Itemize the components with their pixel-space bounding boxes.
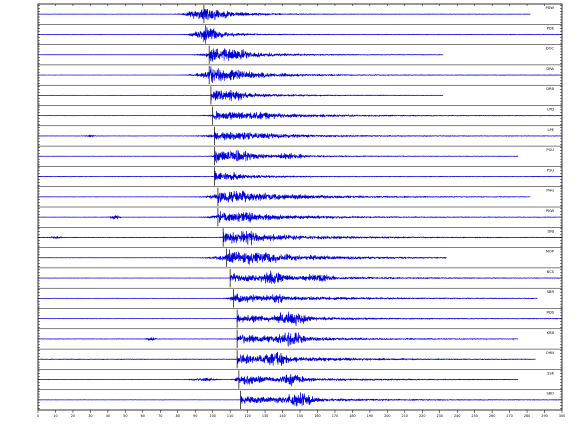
x-tick-label: 290 xyxy=(541,414,547,418)
waveform-trace xyxy=(37,270,562,284)
waveform-trace xyxy=(37,89,444,102)
x-tick-label: 150 xyxy=(297,414,303,418)
station-label: LPD xyxy=(547,108,554,112)
waveform-trace xyxy=(37,311,562,326)
x-tick-label: 110 xyxy=(227,414,233,418)
station-label: SSK xyxy=(547,371,555,375)
trace-layer xyxy=(37,5,563,409)
x-tick-label: 240 xyxy=(454,414,460,418)
waveform-trace xyxy=(37,131,562,141)
waveform-trace xyxy=(37,374,519,387)
x-tick-label: 60 xyxy=(141,414,145,418)
x-tick-label: 260 xyxy=(489,414,495,418)
station-label: PKW xyxy=(546,209,554,213)
station-label: PHG xyxy=(546,189,554,193)
x-tick-label: 40 xyxy=(106,414,110,418)
station-label: PDE xyxy=(547,26,555,30)
x-tick-label: 160 xyxy=(314,414,320,418)
x-tick-label: 130 xyxy=(262,414,268,418)
x-tick-label: 190 xyxy=(367,414,373,418)
station-label: PGU xyxy=(546,148,554,152)
x-tick-label: 70 xyxy=(158,414,162,418)
x-tick-label: 90 xyxy=(193,414,197,418)
waveform-trace xyxy=(37,211,563,223)
station-label: PSU xyxy=(547,168,554,172)
waveform-trace xyxy=(37,392,562,407)
waveform-trace xyxy=(37,149,519,164)
x-tick-label: 250 xyxy=(471,414,477,418)
x-tick-label: 270 xyxy=(506,414,512,418)
axes-layer: PDW PDE DOC DRA DRB LPD LPE PGU PSU PHG PKW DNJ MOP B… xyxy=(37,3,565,418)
station-label: DRA xyxy=(546,67,554,71)
x-tick-label: 30 xyxy=(88,414,92,418)
waveform-trace xyxy=(37,332,519,347)
station-label: SBO xyxy=(546,392,554,396)
x-tick-label: 20 xyxy=(71,414,75,418)
waveform-trace xyxy=(37,190,531,204)
station-label: MOP xyxy=(546,250,555,254)
x-tick-label: 170 xyxy=(332,414,338,418)
station-label: DRB xyxy=(546,87,554,91)
x-tick-label: 200 xyxy=(384,414,390,418)
waveform-trace xyxy=(37,230,562,246)
x-tick-label: 100 xyxy=(209,414,215,418)
station-label: RDS xyxy=(546,311,554,315)
station-label: OHN xyxy=(546,351,555,355)
x-tick-label: 140 xyxy=(279,414,285,418)
station-label: LPE xyxy=(548,128,555,132)
x-tick-label: 230 xyxy=(436,414,442,418)
x-tick-label: 300 xyxy=(559,414,565,418)
waveform-trace xyxy=(37,66,562,83)
x-tick-label: 80 xyxy=(176,414,180,418)
x-tick-label: 180 xyxy=(349,414,355,418)
x-tick-label: 280 xyxy=(524,414,530,418)
station-label: DNJ xyxy=(547,229,554,233)
x-tick-label: 50 xyxy=(123,414,127,418)
station-label: KRB xyxy=(547,331,555,335)
station-label: PDW xyxy=(546,6,555,10)
station-label: DOC xyxy=(546,47,555,51)
x-tick-label: 0 xyxy=(37,414,39,418)
waveform-trace xyxy=(37,249,447,265)
waveform-trace xyxy=(37,110,562,120)
waveform-trace xyxy=(37,27,562,43)
waveform-trace xyxy=(37,8,531,21)
x-tick-label: 120 xyxy=(244,414,250,418)
waveform-trace xyxy=(37,293,538,304)
x-tick-label: 10 xyxy=(53,414,57,418)
station-label: SBR xyxy=(547,290,555,294)
waveform-trace xyxy=(37,170,562,181)
x-tick-label: 210 xyxy=(402,414,408,418)
waveform-trace xyxy=(37,351,536,367)
x-tick-label: 220 xyxy=(419,414,425,418)
station-label: BCS xyxy=(547,270,555,274)
waveform-trace xyxy=(37,48,444,62)
